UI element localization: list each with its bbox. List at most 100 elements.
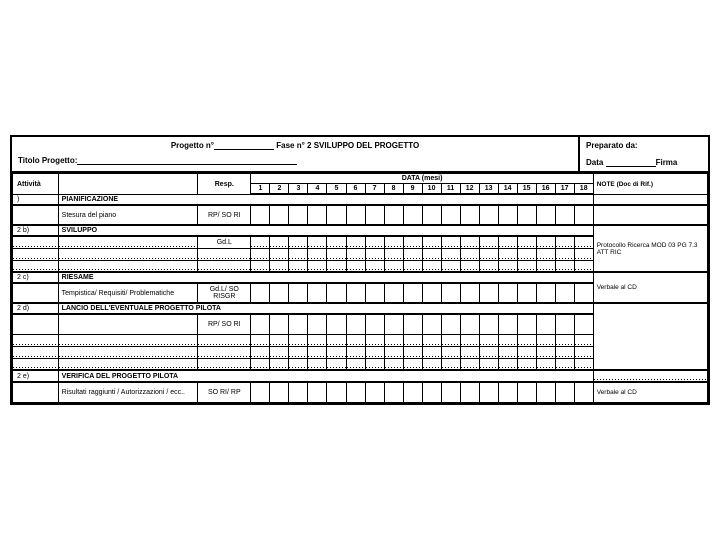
- c: [327, 283, 346, 303]
- r3-id: 2 c): [13, 272, 59, 283]
- c: [251, 358, 270, 370]
- head-row-1: Attività Resp. DATA (mesi) NOTE (Doc di …: [13, 174, 708, 184]
- c: [327, 358, 346, 370]
- c: [384, 260, 403, 272]
- m18: 18: [574, 184, 593, 195]
- gantt-table: Attività Resp. DATA (mesi) NOTE (Doc di …: [12, 173, 708, 403]
- c: [422, 346, 441, 358]
- c: [308, 334, 327, 346]
- form-container: Progetto n° Fase n° 2 SVILUPPO DEL PROGE…: [10, 135, 710, 405]
- project-line: Progetto n° Fase n° 2 SVILUPPO DEL PROGE…: [18, 141, 572, 150]
- c: [327, 248, 346, 260]
- r5a-id: [13, 382, 59, 402]
- r5a-resp: SO RI/ RP: [198, 382, 251, 402]
- c: [327, 334, 346, 346]
- c: [555, 382, 574, 402]
- c: [574, 248, 593, 260]
- r3a-id: [13, 283, 59, 303]
- c: [327, 236, 346, 248]
- c: [403, 236, 422, 248]
- r2a-id: [13, 236, 59, 248]
- r4b-desc: [58, 334, 198, 346]
- row-verif-hdr: 2 e) VERIFICA DEL PROGETTO PILOTA: [13, 370, 708, 382]
- r4b-id: [13, 334, 59, 346]
- c: [517, 205, 536, 225]
- c: [251, 248, 270, 260]
- c: [384, 382, 403, 402]
- c: [289, 248, 308, 260]
- row-ries-hdr: 2 c) RIESAME Verbale al CD: [13, 272, 708, 283]
- title-line: Titolo Progetto:: [18, 156, 572, 165]
- proj-blank: [214, 142, 274, 150]
- header-left: Progetto n° Fase n° 2 SVILUPPO DEL PROGE…: [12, 137, 578, 171]
- c: [365, 236, 384, 248]
- c: [555, 358, 574, 370]
- c: [441, 260, 460, 272]
- c: [251, 382, 270, 402]
- c: [498, 346, 517, 358]
- c: [536, 334, 555, 346]
- preparato-label: Preparato da:: [586, 141, 702, 150]
- c: [384, 205, 403, 225]
- c: [403, 334, 422, 346]
- c: [327, 260, 346, 272]
- m9: 9: [403, 184, 422, 195]
- c: [346, 346, 365, 358]
- c: [251, 283, 270, 303]
- r4d-resp: [198, 358, 251, 370]
- col-desc-blank: [58, 174, 198, 195]
- c: [574, 382, 593, 402]
- c: [574, 205, 593, 225]
- c: [422, 248, 441, 260]
- col-resp: Resp.: [198, 174, 251, 195]
- proj-suffix: SVILUPPO DEL PROGETTO: [314, 141, 420, 150]
- c: [365, 314, 384, 334]
- r2b-desc: [58, 248, 198, 260]
- row-pian-hdr: ) PIANIFICAZIONE: [13, 194, 708, 205]
- c: [536, 314, 555, 334]
- c: [498, 260, 517, 272]
- c: [555, 283, 574, 303]
- m13: 13: [479, 184, 498, 195]
- c: [403, 260, 422, 272]
- c: [422, 205, 441, 225]
- c: [536, 205, 555, 225]
- c: [460, 236, 479, 248]
- r5-id: 2 e): [13, 370, 59, 382]
- c: [479, 382, 498, 402]
- r2c-id: [13, 260, 59, 272]
- c: [346, 248, 365, 260]
- c: [365, 334, 384, 346]
- c: [365, 248, 384, 260]
- m16: 16: [536, 184, 555, 195]
- c: [308, 346, 327, 358]
- r1b-resp: RP/ SO RI: [198, 205, 251, 225]
- c: [308, 248, 327, 260]
- c: [460, 205, 479, 225]
- r2a-resp: Gd.L: [198, 236, 251, 248]
- c: [441, 205, 460, 225]
- c: [308, 283, 327, 303]
- data-blank: [606, 159, 656, 167]
- r1-sec: PIANIFICAZIONE: [58, 194, 593, 205]
- c: [555, 346, 574, 358]
- c: [574, 236, 593, 248]
- c: [498, 236, 517, 248]
- c: [517, 260, 536, 272]
- c: [441, 314, 460, 334]
- r4a-desc: [58, 314, 198, 334]
- c: [384, 236, 403, 248]
- c: [289, 205, 308, 225]
- c: [403, 248, 422, 260]
- c: [479, 248, 498, 260]
- c: [460, 358, 479, 370]
- c: [441, 236, 460, 248]
- r4-id: 2 d): [13, 303, 59, 314]
- col-data-mesi: DATA (mesi): [251, 174, 593, 184]
- c: [327, 382, 346, 402]
- c: [327, 346, 346, 358]
- c: [555, 334, 574, 346]
- c: [517, 236, 536, 248]
- c: [327, 205, 346, 225]
- m4: 4: [308, 184, 327, 195]
